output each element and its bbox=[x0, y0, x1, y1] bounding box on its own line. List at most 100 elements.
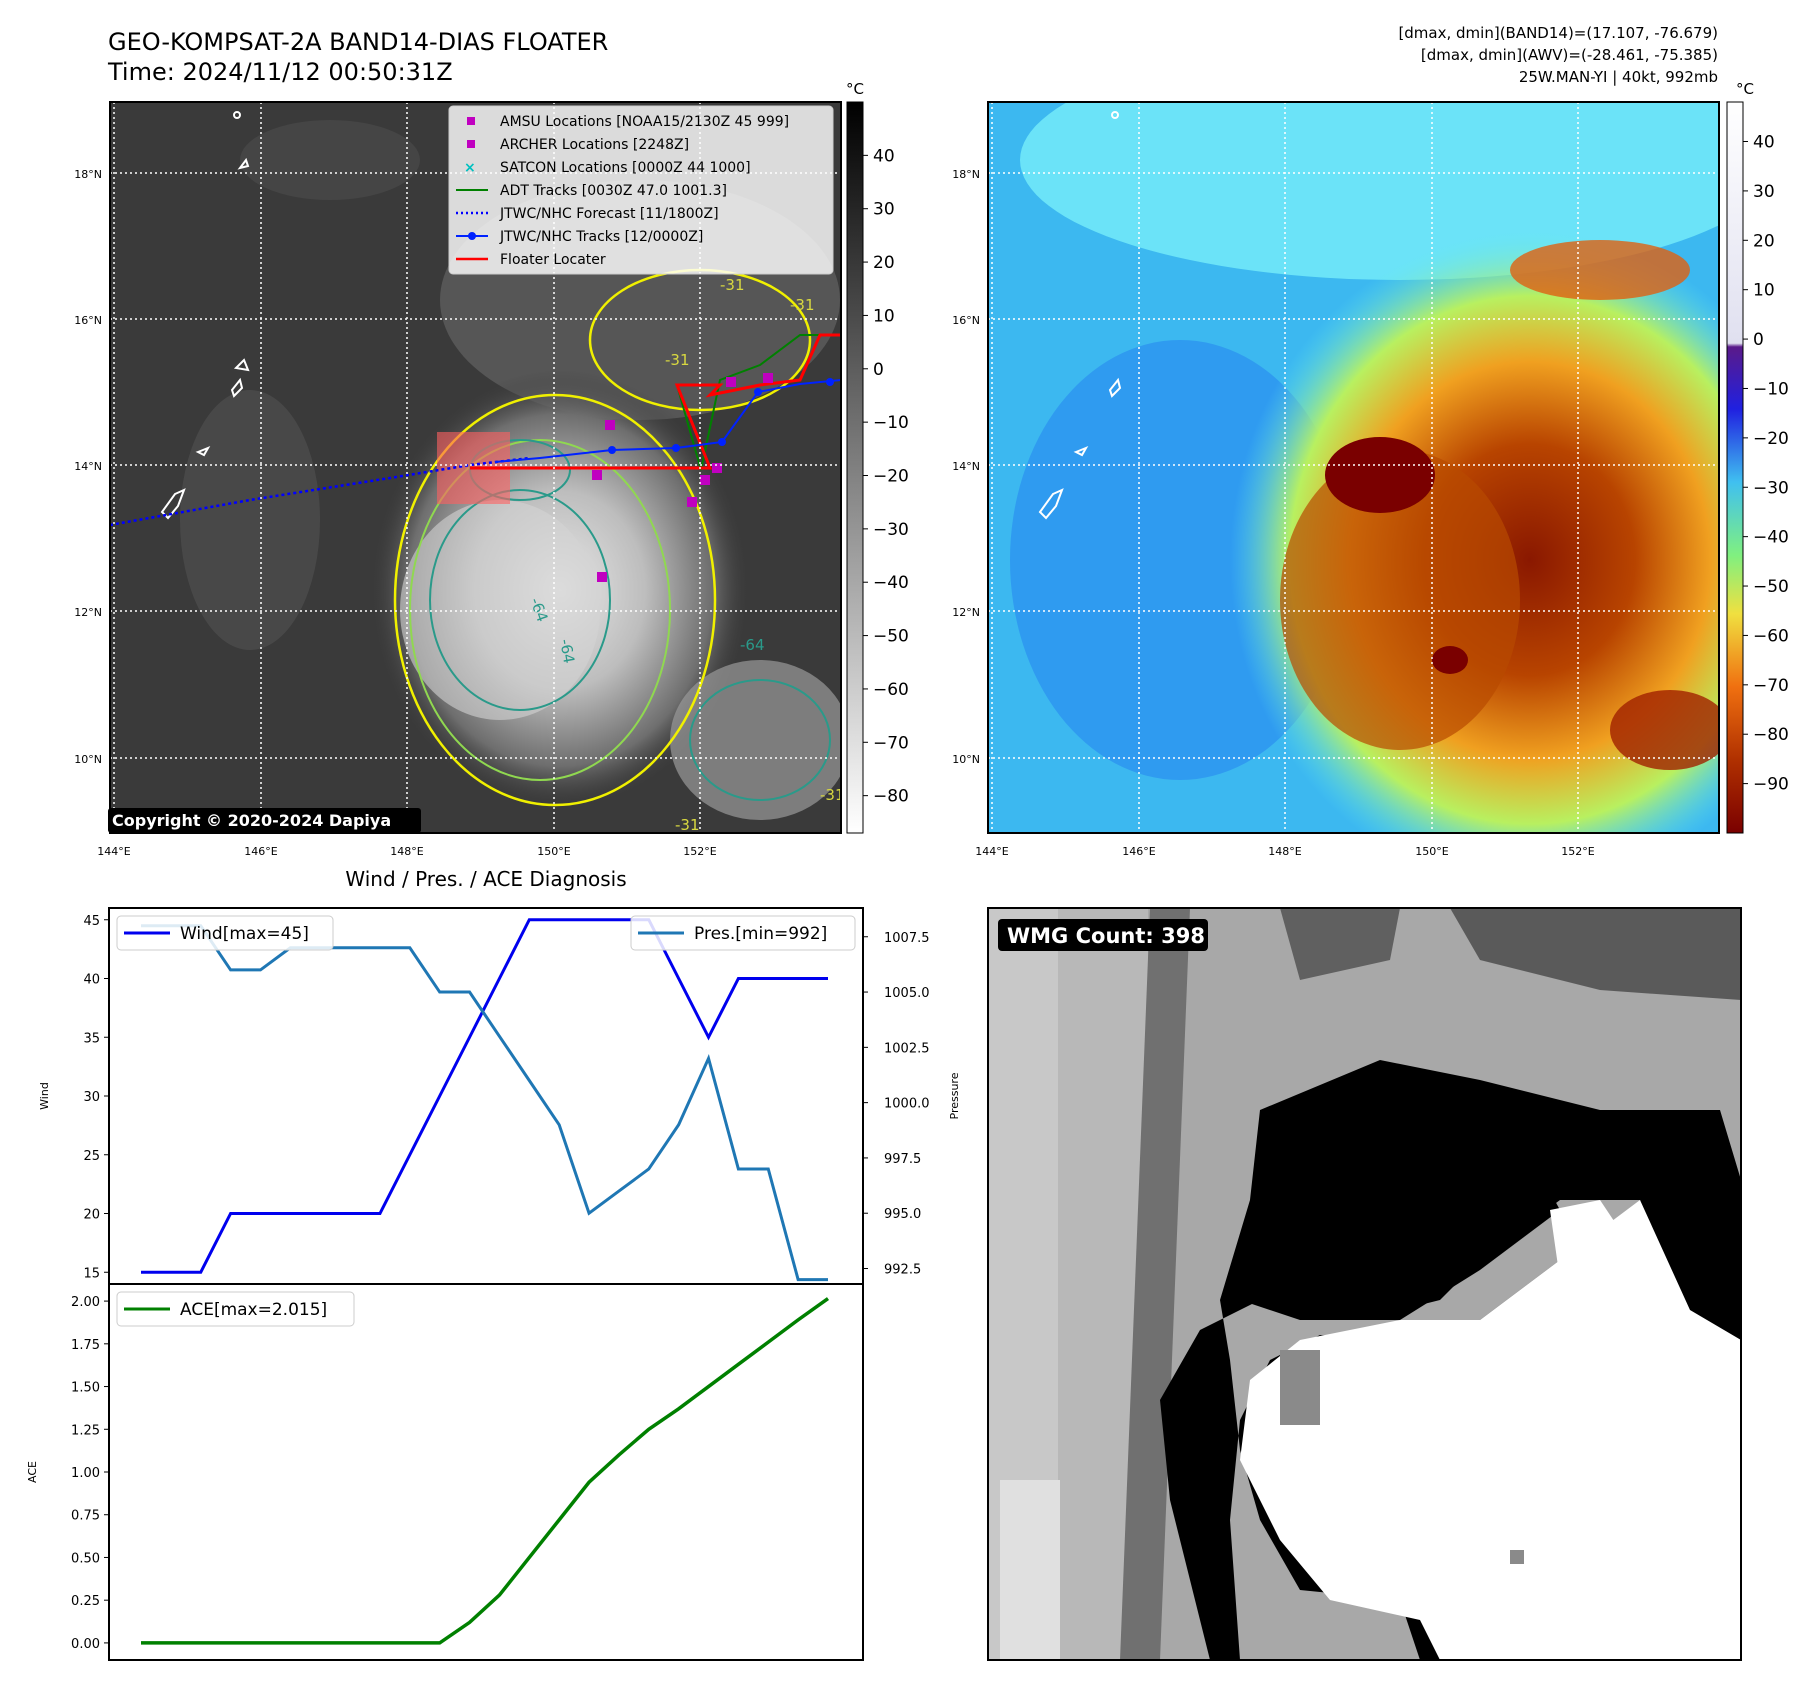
ir-colorbar-tick-label: 40 bbox=[873, 146, 895, 166]
ir-lat-label: 16°N bbox=[74, 314, 102, 327]
ir-colorbar-tick-label: 20 bbox=[873, 253, 895, 273]
wmg-panel: WMG Count: 398 bbox=[987, 907, 1742, 1661]
legend-amsu: AMSU Locations [NOAA15/2130Z 45 999] bbox=[500, 114, 789, 130]
ir-lat-label: 10°N bbox=[74, 753, 102, 766]
awv-colorbar-tick-label: −70 bbox=[1753, 676, 1789, 696]
legend-jtwc-forecast: JTWC/NHC Forecast [11/1800Z] bbox=[499, 206, 719, 222]
awv-lat-label: 16°N bbox=[952, 314, 980, 327]
ace-tick-label: 0.25 bbox=[71, 1594, 100, 1609]
awv-colorbar bbox=[1726, 101, 1744, 834]
awv-colorbar-tick-label: 0 bbox=[1753, 330, 1764, 350]
archer-marker bbox=[712, 463, 722, 473]
contour-label: -64 bbox=[740, 636, 765, 654]
awv-lat-label: 18°N bbox=[952, 168, 980, 181]
ir-lon-label: 152°E bbox=[683, 845, 716, 858]
pressure-tick-label: 1002.5 bbox=[884, 1041, 930, 1056]
pressure-legend-label: Pres.[min=992] bbox=[694, 924, 827, 944]
floater-locater-track bbox=[470, 333, 841, 470]
contour-label: -31 bbox=[720, 276, 745, 294]
ace-series-line bbox=[141, 1297, 830, 1645]
pressure-tick-label: 992.5 bbox=[884, 1263, 921, 1278]
ir-colorbar-tick-label: 10 bbox=[873, 306, 895, 326]
info-band14: [dmax, dmin](BAND14)=(17.107, -76.679) bbox=[1398, 24, 1718, 42]
ace-tick-label: 0.00 bbox=[71, 1637, 100, 1652]
ir-colorbar bbox=[846, 101, 864, 834]
contour-label: -31 bbox=[820, 786, 845, 804]
ir-map-panel: -31 -31 -31 -64 -64 -31 -64 -31 bbox=[74, 80, 909, 858]
ir-colorbar-tick-label: 0 bbox=[873, 360, 884, 380]
island bbox=[237, 157, 250, 170]
ace-tick-label: 1.00 bbox=[71, 1466, 100, 1481]
awv-lon-label: 150°E bbox=[1415, 845, 1448, 858]
wind-tick-label: 40 bbox=[83, 973, 100, 988]
wind-tick-label: 20 bbox=[83, 1208, 100, 1223]
ir-colorbar-tick-label: −40 bbox=[873, 573, 909, 593]
island bbox=[233, 111, 241, 119]
awv-colorbar-tick-label: −20 bbox=[1753, 429, 1789, 449]
contour-label: -31 bbox=[675, 816, 700, 834]
ace-tick-label: 1.50 bbox=[71, 1381, 100, 1396]
wmg-count-badge bbox=[998, 919, 1208, 951]
contour-label: -31 bbox=[665, 351, 690, 369]
ace-axis-label: ACE bbox=[26, 1461, 39, 1483]
wind-pressure-chart: 45 40 35 30 25 20 15 1007.5 1005.0 1002.5 1000.0 9… bbox=[38, 907, 961, 1285]
pressure-tick-label: 1000.0 bbox=[884, 1097, 930, 1112]
awv-lat-label: 10°N bbox=[952, 753, 980, 766]
awv-colorbar-tick-label: −10 bbox=[1753, 379, 1789, 399]
wind-axis-ticks: 45 40 35 30 25 20 15 bbox=[83, 914, 109, 1281]
copyright-badge bbox=[108, 808, 421, 833]
wind-axis-label: Wind bbox=[38, 1082, 51, 1110]
ace-tick-label: 0.75 bbox=[71, 1509, 100, 1524]
ir-colorbar-tick-label: −50 bbox=[873, 627, 909, 647]
archer-marker bbox=[726, 377, 736, 387]
legend-floater: Floater Locater bbox=[500, 252, 606, 268]
island bbox=[1108, 377, 1122, 398]
awv-lat-label: 12°N bbox=[952, 606, 980, 619]
ir-colorbar-tick-label: −80 bbox=[873, 787, 909, 807]
awv-lat-label: 14°N bbox=[952, 460, 980, 473]
awv-colorbar-tick-label: 40 bbox=[1753, 133, 1775, 153]
ace-axis-ticks: 2.00 1.75 1.50 1.25 1.00 0.75 0.50 0.25 0.00 bbox=[71, 1295, 109, 1652]
awv-colorbar-tick-label: −40 bbox=[1753, 528, 1789, 548]
wind-tick-label: 35 bbox=[83, 1031, 100, 1046]
island bbox=[230, 377, 244, 398]
info-awv: [dmax, dmin](AWV)=(-28.461, -75.385) bbox=[1421, 46, 1718, 64]
jtwc-track-point bbox=[672, 444, 680, 452]
awv-colorbar-unit: °C bbox=[1736, 80, 1754, 98]
awv-colorbar-tick-label: 30 bbox=[1753, 182, 1775, 202]
ir-colorbar-tick-label: −70 bbox=[873, 733, 909, 753]
square-marker-icon bbox=[467, 117, 475, 125]
contour-label: -31 bbox=[790, 296, 815, 314]
archer-marker bbox=[700, 475, 710, 485]
wind-legend-label: Wind[max=45] bbox=[180, 924, 309, 944]
legend-jtwc-tracks: JTWC/NHC Tracks [12/0000Z] bbox=[499, 229, 703, 245]
wind-tick-label: 30 bbox=[83, 1090, 100, 1105]
ir-lon-label: 150°E bbox=[537, 845, 570, 858]
jtwc-forecast-track bbox=[110, 456, 531, 527]
jtwc-track bbox=[494, 379, 841, 463]
awv-lon-label: 152°E bbox=[1561, 845, 1594, 858]
contour-label: -64 bbox=[556, 638, 578, 665]
square-marker-icon bbox=[467, 140, 475, 148]
awv-lon-label: 148°E bbox=[1268, 845, 1301, 858]
ace-tick-label: 2.00 bbox=[71, 1295, 100, 1310]
archer-marker bbox=[592, 470, 602, 480]
pressure-tick-label: 1007.5 bbox=[884, 931, 930, 946]
island-guam bbox=[160, 488, 186, 520]
info-storm: 25W.MAN-YI | 40kt, 992mb bbox=[1519, 68, 1718, 86]
awv-colorbar-tick-label: 10 bbox=[1753, 281, 1775, 301]
ace-legend-label: ACE[max=2.015] bbox=[180, 1300, 327, 1320]
island bbox=[1073, 446, 1089, 457]
awv-lon-label: 144°E bbox=[975, 845, 1008, 858]
island-guam bbox=[1038, 488, 1064, 520]
ace-tick-label: 1.25 bbox=[71, 1423, 100, 1438]
archer-marker bbox=[687, 497, 697, 507]
pressure-axis-ticks: 1007.5 1005.0 1002.5 1000.0 997.5 995.0 992.5 bbox=[863, 931, 930, 1278]
figure-time: Time: 2024/11/12 00:50:31Z bbox=[107, 58, 453, 86]
pressure-series-line bbox=[141, 924, 828, 1282]
wind-tick-label: 45 bbox=[83, 914, 100, 929]
ir-lon-label: 146°E bbox=[244, 845, 277, 858]
wind-series-line bbox=[141, 918, 828, 1274]
pressure-tick-label: 997.5 bbox=[884, 1152, 921, 1167]
